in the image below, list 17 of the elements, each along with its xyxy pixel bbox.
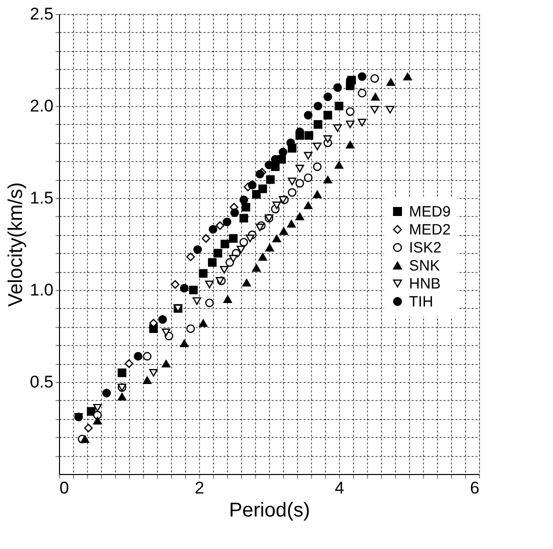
y-tick-label: 2.0 xyxy=(30,96,54,116)
y-tick-label: 1.5 xyxy=(30,188,54,208)
legend-label: MED9 xyxy=(409,204,451,220)
legend-label: SNK xyxy=(409,258,440,274)
legend-label: HNB xyxy=(409,276,441,292)
y-axis-title: Velocity(km/s) xyxy=(4,182,27,307)
x-axis-title: Period(s) xyxy=(228,500,310,522)
x-tick-label: 0 xyxy=(60,478,69,498)
x-tick-label: 2 xyxy=(194,478,204,498)
x-tick-label: 4 xyxy=(334,478,344,498)
legend-label: TIH xyxy=(409,294,434,310)
legend-label: MED2 xyxy=(409,222,451,238)
y-tick-label: 0.5 xyxy=(30,372,54,392)
legend-label: ISK2 xyxy=(409,240,442,256)
y-tick-label: 1.0 xyxy=(30,280,54,300)
y-tick-label: 2.5 xyxy=(30,4,54,24)
x-tick-label: 6 xyxy=(470,478,480,498)
